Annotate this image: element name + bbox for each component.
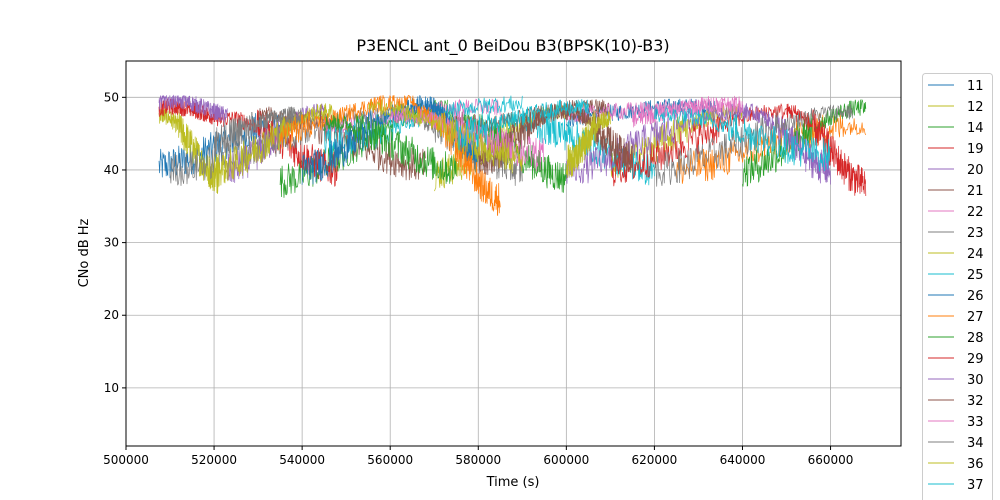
legend-label: 26 xyxy=(967,289,984,304)
legend-label: 20 xyxy=(967,163,984,178)
legend-label: 27 xyxy=(967,310,984,325)
series-37 xyxy=(455,99,831,172)
y-tick-label: 10 xyxy=(104,381,119,395)
legend-label: 32 xyxy=(967,394,984,409)
legend-label: 37 xyxy=(967,478,984,493)
series-26-line xyxy=(301,95,426,185)
legend-label: 33 xyxy=(967,415,984,430)
series-28-line xyxy=(742,98,867,187)
x-tick-label: 560000 xyxy=(367,453,413,467)
series-27-line xyxy=(279,94,417,150)
plot-frame xyxy=(125,60,902,447)
legend-label: 28 xyxy=(967,331,984,346)
legend-label: 21 xyxy=(967,184,984,199)
legend-box xyxy=(922,73,993,500)
series-12-line xyxy=(158,107,219,194)
series-36-line xyxy=(367,99,523,174)
legend-label: 22 xyxy=(967,205,984,220)
legend-label: 34 xyxy=(967,436,984,451)
chart-title: P3ENCL ant_0 BeiDou B3(BPSK(10)-B3) xyxy=(356,36,669,56)
legend-label: 25 xyxy=(967,268,984,283)
series-34-line xyxy=(213,106,303,157)
series-34-line xyxy=(654,103,853,187)
y-axis-label: CNo dB Hz xyxy=(77,218,92,287)
y-tick-label: 20 xyxy=(104,308,119,322)
series-30 xyxy=(565,103,831,185)
series-36 xyxy=(367,99,611,178)
series-36-line xyxy=(565,110,611,178)
series-28 xyxy=(323,98,867,187)
axis-ticks: 500000 520000 540000 560000 580000 600000 6200… xyxy=(103,90,853,467)
series-24-line xyxy=(213,103,334,187)
x-tick-label: 500000 xyxy=(103,453,149,467)
legend-items: 11 12 14 19 20 21 22 23 24 25 26 27 28 29 30 32 33 34 36 37 xyxy=(928,79,984,493)
series-37-line xyxy=(654,107,831,172)
legend: 11 12 14 19 20 21 22 23 24 25 26 27 28 29 30 32 33 34 36 37 xyxy=(922,73,993,500)
legend-label: 23 xyxy=(967,226,984,241)
x-tick-label: 540000 xyxy=(279,453,325,467)
x-tick-label: 620000 xyxy=(632,453,678,467)
x-tick-label: 600000 xyxy=(543,453,589,467)
series-30-line xyxy=(742,103,831,185)
x-axis-label: Time (s) xyxy=(486,475,540,490)
series-20-line xyxy=(158,94,228,123)
series-30-line xyxy=(565,103,743,185)
y-tick-label: 30 xyxy=(104,236,119,250)
legend-label: 29 xyxy=(967,352,984,367)
legend-label: 12 xyxy=(967,100,984,115)
x-tick-label: 580000 xyxy=(455,453,501,467)
x-tick-label: 520000 xyxy=(191,453,237,467)
legend-label: 24 xyxy=(967,247,984,262)
x-tick-label: 640000 xyxy=(720,453,766,467)
series-28-line xyxy=(323,113,457,184)
y-tick-label: 50 xyxy=(104,90,119,104)
legend-label: 19 xyxy=(967,142,984,157)
x-tick-label: 660000 xyxy=(808,453,854,467)
legend-label: 36 xyxy=(967,457,984,472)
series-layer xyxy=(158,94,867,216)
y-tick-label: 40 xyxy=(104,163,119,177)
series-33-line xyxy=(632,95,743,128)
series-37-line xyxy=(455,99,589,151)
series-34 xyxy=(213,103,853,187)
legend-label: 30 xyxy=(967,373,984,388)
legend-label: 11 xyxy=(967,79,984,94)
legend-label: 14 xyxy=(967,121,984,136)
series-19-line xyxy=(158,98,224,127)
